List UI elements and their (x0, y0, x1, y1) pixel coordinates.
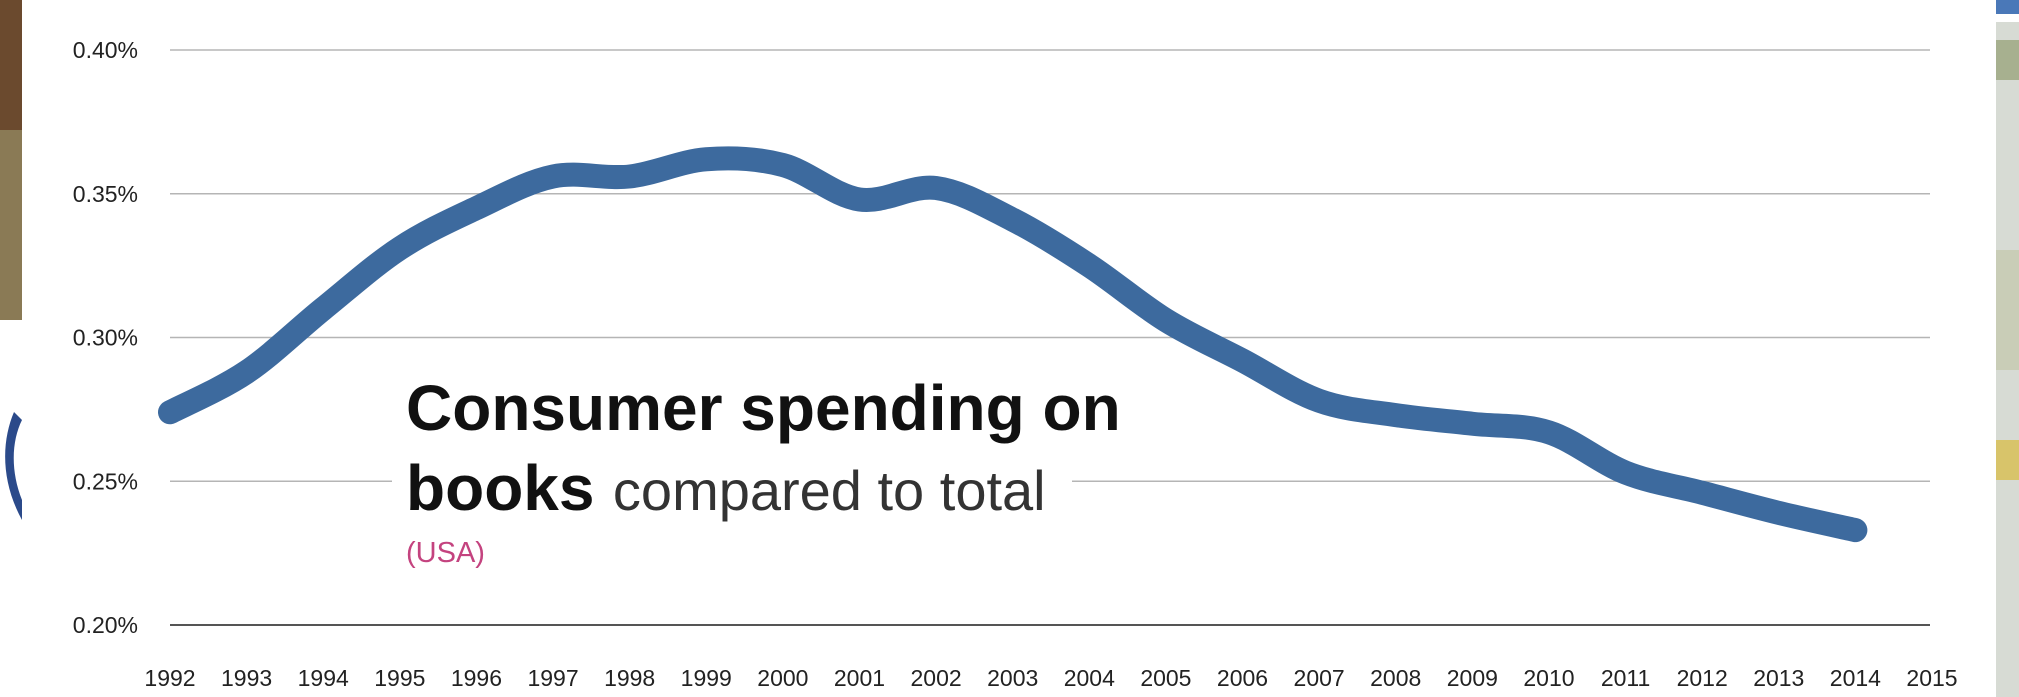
right-edge-photo-fragment (1996, 0, 2019, 697)
left-edge-photo-fragment (0, 0, 23, 520)
chart-title-rest: compared to total (613, 459, 1046, 522)
x-tick-label: 2013 (1753, 665, 1804, 691)
x-tick-label: 1992 (144, 665, 195, 691)
x-tick-label: 1995 (374, 665, 425, 691)
title-backing (392, 362, 1072, 580)
x-tick-label: 2011 (1601, 665, 1650, 691)
x-tick-label: 2002 (911, 665, 962, 691)
x-tick-label: 2015 (1906, 665, 1957, 691)
y-axis-tick-labels: 0.20% 0.25% 0.30% 0.35% 0.40% (73, 37, 138, 638)
x-tick-label: 2010 (1523, 665, 1574, 691)
x-tick-label: 2008 (1370, 665, 1421, 691)
chart-title-line1: Consumer spending on (406, 372, 1121, 444)
x-tick-label: 2001 (834, 665, 885, 691)
y-tick-label: 0.25% (73, 468, 138, 494)
x-axis-tick-labels: 1992 1993 1994 1995 1996 1997 1998 1999 2000 2001… (144, 665, 1957, 691)
x-tick-label: 1996 (451, 665, 502, 691)
y-tick-label: 0.35% (73, 181, 138, 207)
x-tick-label: 2007 (1294, 665, 1345, 691)
x-tick-label: 1998 (604, 665, 655, 691)
x-tick-label: 2000 (757, 665, 808, 691)
series-line (158, 146, 1868, 543)
x-tick-label: 1999 (681, 665, 732, 691)
x-tick-label: 2014 (1830, 665, 1881, 691)
x-tick-label: 1994 (298, 665, 349, 691)
x-tick-label: 2005 (1140, 665, 1191, 691)
chart-title-books: books (406, 452, 594, 524)
x-tick-label: 2006 (1217, 665, 1268, 691)
x-tick-label: 1997 (527, 665, 578, 691)
x-tick-label: 1993 (221, 665, 272, 691)
chart-subtitle: (USA) (406, 537, 485, 569)
x-tick-label: 2009 (1447, 665, 1498, 691)
chart-title-line2: books compared to total (406, 452, 1046, 524)
y-tick-label: 0.20% (73, 612, 138, 638)
x-tick-label: 2004 (1064, 665, 1115, 691)
y-tick-label: 0.30% (73, 325, 138, 351)
y-tick-label: 0.40% (73, 37, 138, 63)
x-tick-label: 2012 (1677, 665, 1728, 691)
x-tick-label: 2003 (987, 665, 1038, 691)
